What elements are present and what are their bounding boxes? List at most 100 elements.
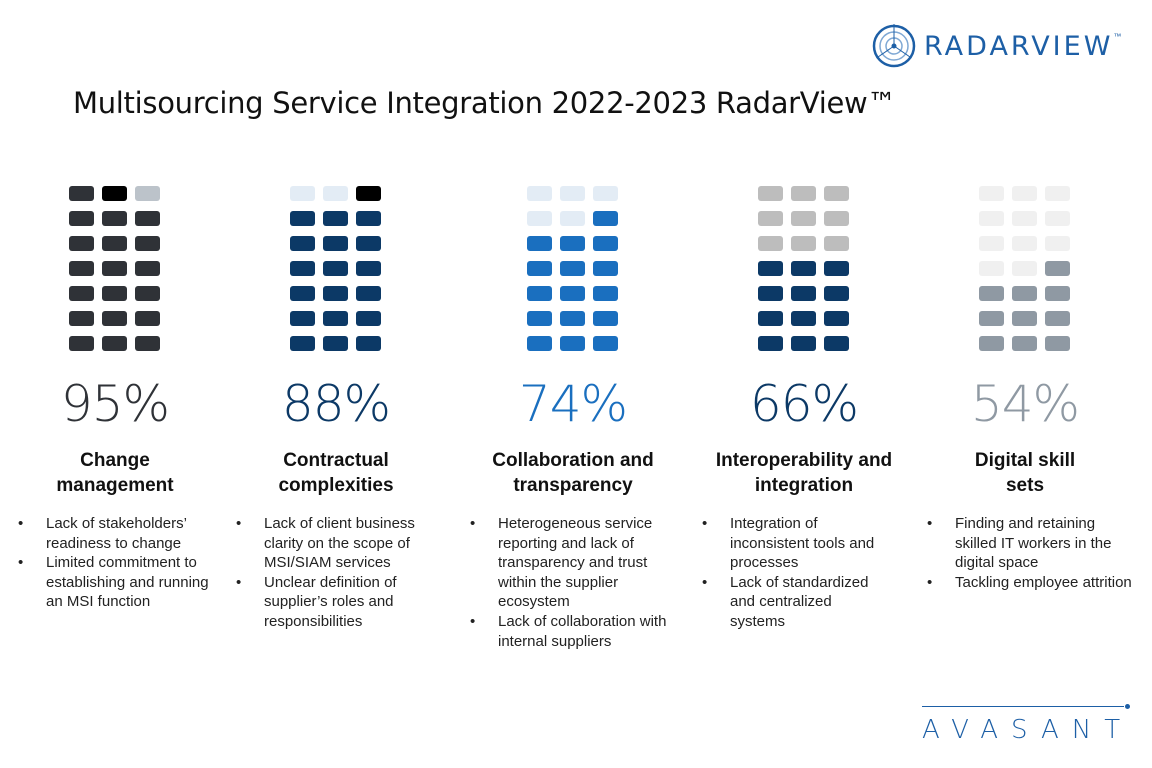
list-item: Finding and retaining skilled IT workers… bbox=[927, 514, 1137, 573]
grid-cell bbox=[135, 236, 160, 251]
grid-cell bbox=[1045, 261, 1070, 276]
grid-cell bbox=[979, 311, 1004, 326]
grid-cell bbox=[69, 211, 94, 226]
grid-cell bbox=[69, 336, 94, 351]
grid-cell bbox=[979, 211, 1004, 226]
grid-cell bbox=[356, 311, 381, 326]
list-item: Integration of inconsistent tools and pr… bbox=[702, 514, 877, 573]
grid-cell bbox=[1045, 186, 1070, 201]
grid-cell bbox=[824, 336, 849, 351]
grid-cell bbox=[593, 311, 618, 326]
radar-icon bbox=[872, 24, 916, 68]
percent-value: 95% bbox=[60, 375, 170, 433]
heading-line: sets bbox=[1005, 475, 1045, 496]
grid-cell bbox=[1045, 311, 1070, 326]
page-title: Multisourcing Service Integration 2022-2… bbox=[73, 86, 897, 120]
grid-cell bbox=[560, 211, 585, 226]
grid-cell bbox=[758, 311, 783, 326]
grid-cell bbox=[102, 311, 127, 326]
percent-value: 74% bbox=[518, 375, 628, 433]
grid-cell bbox=[323, 261, 348, 276]
grid-cell bbox=[135, 286, 160, 301]
grid-cell bbox=[69, 286, 94, 301]
grid-cell bbox=[824, 311, 849, 326]
grid-cell bbox=[135, 186, 160, 201]
grid-cell bbox=[356, 236, 381, 251]
grid-cell bbox=[979, 336, 1004, 351]
grid-cell bbox=[527, 236, 552, 251]
grid-cell bbox=[593, 286, 618, 301]
grid-cell bbox=[560, 186, 585, 201]
grid-cell bbox=[69, 261, 94, 276]
metric-grid bbox=[69, 186, 160, 351]
list-item: Lack of client business clarity on the s… bbox=[236, 514, 436, 573]
grid-cell bbox=[979, 186, 1004, 201]
metric-grid bbox=[527, 186, 618, 351]
avasant-wordmark: AVASANT bbox=[922, 715, 1134, 745]
radarview-wordmark: RADARVIEW bbox=[924, 30, 1114, 62]
grid-cell bbox=[791, 261, 816, 276]
grid-cell bbox=[102, 211, 127, 226]
grid-cell bbox=[824, 261, 849, 276]
heading-line: transparency bbox=[513, 475, 633, 496]
list-item: Lack of standardized and centralized sys… bbox=[702, 573, 877, 632]
grid-cell bbox=[290, 186, 315, 201]
grid-cell bbox=[323, 311, 348, 326]
grid-cell bbox=[356, 261, 381, 276]
grid-cell bbox=[758, 336, 783, 351]
list-item: Unclear definition of supplier’s roles a… bbox=[236, 573, 436, 632]
challenge-list: Finding and retaining skilled IT workers… bbox=[927, 514, 1137, 592]
grid-cell bbox=[1012, 236, 1037, 251]
heading-line: Contractual bbox=[283, 450, 389, 471]
grid-cell bbox=[824, 186, 849, 201]
grid-cell bbox=[560, 286, 585, 301]
grid-cell bbox=[1045, 211, 1070, 226]
grid-cell bbox=[824, 236, 849, 251]
metric-grid bbox=[290, 186, 381, 351]
metric-grid bbox=[758, 186, 849, 351]
grid-cell bbox=[323, 286, 348, 301]
radarview-logo: RADARVIEW ™ bbox=[872, 24, 1121, 68]
grid-cell bbox=[979, 236, 1004, 251]
grid-cell bbox=[560, 311, 585, 326]
grid-cell bbox=[979, 261, 1004, 276]
grid-cell bbox=[1012, 336, 1037, 351]
grid-cell bbox=[758, 286, 783, 301]
grid-cell bbox=[791, 236, 816, 251]
grid-cell bbox=[102, 261, 127, 276]
grid-cell bbox=[527, 311, 552, 326]
logo-line bbox=[922, 704, 1130, 709]
grid-cell bbox=[824, 211, 849, 226]
grid-cell bbox=[593, 261, 618, 276]
challenge-list: Lack of stakeholders’ readiness to chang… bbox=[18, 514, 223, 612]
grid-cell bbox=[1045, 336, 1070, 351]
grid-cell bbox=[323, 336, 348, 351]
grid-cell bbox=[593, 236, 618, 251]
grid-cell bbox=[1012, 261, 1037, 276]
grid-cell bbox=[1012, 186, 1037, 201]
heading-line: integration bbox=[754, 475, 854, 496]
heading-line: complexities bbox=[278, 475, 394, 496]
grid-cell bbox=[135, 211, 160, 226]
heading-line: management bbox=[56, 475, 174, 496]
grid-cell bbox=[135, 311, 160, 326]
metric-grid bbox=[979, 186, 1070, 351]
grid-cell bbox=[102, 336, 127, 351]
grid-cell bbox=[527, 211, 552, 226]
grid-cell bbox=[758, 186, 783, 201]
grid-cell bbox=[1045, 286, 1070, 301]
grid-cell bbox=[290, 261, 315, 276]
percent-value: 66% bbox=[749, 375, 859, 433]
grid-cell bbox=[290, 211, 315, 226]
grid-cell bbox=[323, 211, 348, 226]
heading-line: Interoperability and bbox=[715, 450, 893, 471]
heading-line: Digital skill bbox=[974, 450, 1076, 471]
grid-cell bbox=[1012, 311, 1037, 326]
grid-cell bbox=[593, 186, 618, 201]
grid-cell bbox=[560, 261, 585, 276]
list-item: Heterogeneous service reporting and lack… bbox=[470, 514, 685, 612]
grid-cell bbox=[290, 311, 315, 326]
grid-cell bbox=[593, 211, 618, 226]
grid-cell bbox=[527, 336, 552, 351]
